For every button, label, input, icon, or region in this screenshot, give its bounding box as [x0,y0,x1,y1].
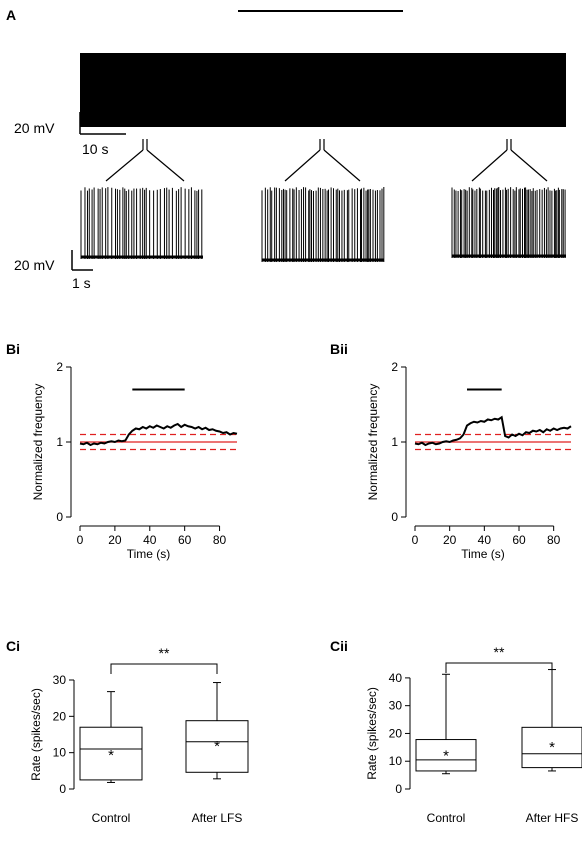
chart-Cii: 0 10 20 30 40 Rate (spikes/sec) * Control * After… [365,644,582,825]
y-axis-label: Rate (spikes/sec) [365,687,379,780]
category-label: Control [427,811,466,825]
x-tick-label: 40 [478,533,492,547]
y-tick-label: 20 [389,726,403,740]
x-tick-label: 60 [178,533,192,547]
significance-label: ** [494,644,505,660]
panel-label-A: A [6,7,16,23]
panel-label-Bi: Bi [6,341,20,357]
category-label: After HFS [526,811,579,825]
box [185,720,249,773]
y-tick-label: 30 [53,673,67,687]
spike-train-overview [80,53,566,127]
scale-voltage-top: 20 mV [14,120,55,136]
category-label: After LFS [192,811,243,825]
y-tick-label: 30 [389,699,403,713]
category-label: Control [92,811,131,825]
spike-train-zoom-2 [261,187,385,262]
x-tick-label: 80 [213,533,227,547]
box [79,726,143,781]
mean-marker: * [443,748,449,765]
significance-label: ** [159,645,170,661]
scale-voltage-bottom: 20 mV [14,257,55,273]
x-tick-label: 20 [108,533,122,547]
x-axis-label: Time (s) [127,547,171,561]
spike-train-zoom-1 [80,187,203,259]
x-axis-label: Time (s) [461,547,505,561]
y-tick-label: 2 [391,360,398,374]
mean-marker: * [549,739,555,756]
panel-label-Bii: Bii [330,341,348,357]
significance-bracket [445,662,553,673]
panel-label-Ci: Ci [6,638,20,654]
y-tick-label: 1 [391,435,398,449]
y-tick-label: 2 [56,360,63,374]
y-tick-label: 40 [389,671,403,685]
mean-marker: * [214,738,220,755]
mean-marker: * [108,747,114,764]
significance-bracket [110,663,218,674]
spike-train-zoom-3 [451,187,566,258]
frequency-trace [414,415,572,447]
y-tick-label: 20 [53,709,67,723]
x-tick-label: 60 [512,533,526,547]
y-axis-label: Normalized frequency [366,384,380,501]
y-axis-label: Rate (spikes/sec) [29,688,43,781]
zoom-callout-2 [284,139,361,182]
x-tick-label: 0 [77,533,84,547]
x-tick-label: 20 [443,533,457,547]
y-tick-label: 1 [56,435,63,449]
scale-time-top: 10 s [82,141,108,157]
box [415,739,477,772]
x-tick-label: 80 [547,533,561,547]
zoom-callout-3 [471,139,548,182]
y-tick-label: 0 [395,782,402,796]
x-tick-label: 40 [143,533,157,547]
y-tick-label: 0 [56,510,63,524]
y-tick-label: 10 [53,746,67,760]
box [521,726,582,769]
y-tick-label: 10 [389,754,403,768]
x-tick-label: 0 [412,533,419,547]
panel-label-Cii: Cii [330,638,348,654]
y-axis-label: Normalized frequency [31,384,45,501]
frequency-trace [79,422,238,447]
chart-Ci: 0 10 20 30 Rate (spikes/sec) * Control * After L… [29,645,249,825]
scale-time-bottom: 1 s [72,275,91,291]
y-tick-label: 0 [391,510,398,524]
zoom-callout-1 [105,139,185,182]
y-tick-label: 0 [59,782,66,796]
